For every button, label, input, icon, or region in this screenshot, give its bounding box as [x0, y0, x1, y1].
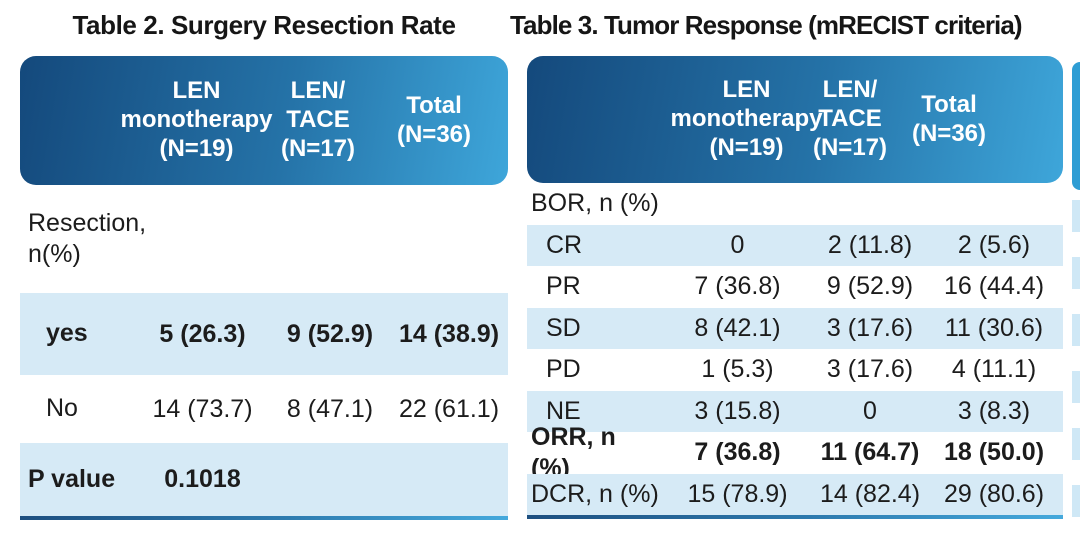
cell-len-monotherapy: 1 (5.3): [701, 355, 774, 384]
cell-len-monotherapy: 7 (36.8): [694, 272, 781, 301]
partial-table-rows-edge: [1072, 200, 1080, 523]
cell-len-monotherapy: 5 (26.3): [159, 319, 246, 348]
cell-len-tace: 9 (52.9): [826, 272, 914, 301]
table2-header-spacer: [20, 56, 135, 185]
table2-row-p-value: P value 0.1018: [20, 443, 508, 516]
table3-column-len-tace: LEN/ TACE (N=17): [812, 76, 888, 161]
table3-row-orr: ORR, n (%) 7 (36.8) 11 (64.7) 18 (50.0): [527, 423, 1063, 482]
table3-row-cr: CR 0 2 (11.8) 2 (5.6): [527, 224, 1063, 266]
table3-row-pr: PR 7 (36.8) 9 (52.9) 16 (44.4): [527, 266, 1063, 308]
cell-len-tace: 8 (47.1): [286, 394, 374, 423]
cell-len-tace: 14 (82.4): [819, 479, 921, 508]
row-label: Resection, n(%): [28, 208, 147, 268]
row-label: P value: [28, 464, 116, 493]
cell-total: 4 (11.1): [951, 355, 1037, 384]
cell-total: 2 (5.6): [957, 230, 1031, 259]
cell-total: 11 (30.6): [944, 313, 1044, 342]
table3-column-total: Total (N=36): [911, 90, 987, 147]
table3-row-pd: PD 1 (5.3) 3 (17.6) 4 (11.1): [527, 349, 1063, 391]
table3-row-bor-section: BOR, n (%): [527, 183, 1063, 225]
row-label: DCR, n (%): [531, 479, 659, 508]
cell-total: 14 (38.9): [398, 319, 500, 348]
cell-total: 3 (8.3): [957, 396, 1031, 425]
cell-len-tace: 2 (11.8): [827, 230, 913, 259]
cell-len-tace: 11 (64.7): [820, 438, 920, 467]
table3-bottom-border: [527, 515, 1063, 519]
table2-title: Table 2. Surgery Resection Rate: [72, 10, 456, 40]
row-label: SD: [546, 313, 581, 342]
table3-title: Table 3. Tumor Response (mRECIST criteri…: [510, 10, 1023, 40]
table3-row-ne: NE 3 (15.8) 0 3 (8.3): [527, 390, 1063, 432]
cell-len-tace: 3 (17.6): [826, 313, 914, 342]
cell-total: 29 (80.6): [943, 479, 1045, 508]
table3-body: BOR, n (%) CR 0 2 (11.8) 2 (5.6) PR 7 (3…: [527, 183, 1063, 515]
cell-len-monotherapy: 7 (36.8): [694, 438, 781, 467]
row-label: PR: [546, 272, 581, 301]
cell-total: 22 (61.1): [398, 394, 500, 423]
cell-p-value: 0.1018: [164, 465, 241, 493]
cell-len-monotherapy: 15 (78.9): [687, 479, 788, 508]
table2-column-total: Total (N=36): [396, 91, 472, 148]
cell-total: 16 (44.4): [943, 272, 1045, 301]
table3-column-len-monotherapy: LEN monotherapy (N=19): [670, 76, 823, 161]
row-label: No: [46, 394, 78, 423]
cell-len-tace: 3 (17.6): [826, 355, 914, 384]
table2-column-len-tace: LEN/ TACE (N=17): [280, 77, 356, 162]
table2-row-yes: yes 5 (26.3) 9 (52.9) 14 (38.9): [20, 293, 508, 375]
table3-row-dcr: DCR, n (%) 15 (78.9) 14 (82.4) 29 (80.6): [527, 473, 1063, 515]
table2-column-len-monotherapy: LEN monotherapy (N=19): [120, 77, 273, 162]
cell-total: 18 (50.0): [943, 438, 1045, 467]
row-label: PD: [546, 355, 581, 384]
row-label: yes: [46, 319, 88, 348]
cell-len-monotherapy: 0: [730, 230, 745, 259]
table2-body: Resection, n(%) yes 5 (26.3) 9 (52.9) 14…: [20, 185, 508, 516]
table2-bottom-border: [20, 516, 508, 520]
partial-table-header-edge: [1072, 62, 1080, 190]
table3-header-spacer: [527, 56, 660, 183]
cell-len-monotherapy: 14 (73.7): [152, 394, 253, 423]
cell-len-tace: 0: [863, 396, 877, 425]
table3-row-sd: SD 8 (42.1) 3 (17.6) 11 (30.6): [527, 307, 1063, 349]
table2-header: LEN monotherapy (N=19) LEN/ TACE (N=17) …: [20, 56, 508, 185]
cell-len-tace: 9 (52.9): [286, 319, 374, 348]
row-label: BOR, n (%): [531, 189, 659, 218]
row-label: NE: [546, 396, 581, 425]
cell-len-monotherapy: 3 (15.8): [694, 396, 781, 425]
table2-row-resection-section: Resection, n(%): [20, 185, 508, 293]
table2-row-no: No 14 (73.7) 8 (47.1) 22 (61.1): [20, 375, 508, 443]
row-label: CR: [546, 230, 583, 259]
table3-header: LEN monotherapy (N=19) LEN/ TACE (N=17) …: [527, 56, 1063, 183]
cell-len-monotherapy: 8 (42.1): [694, 313, 781, 342]
